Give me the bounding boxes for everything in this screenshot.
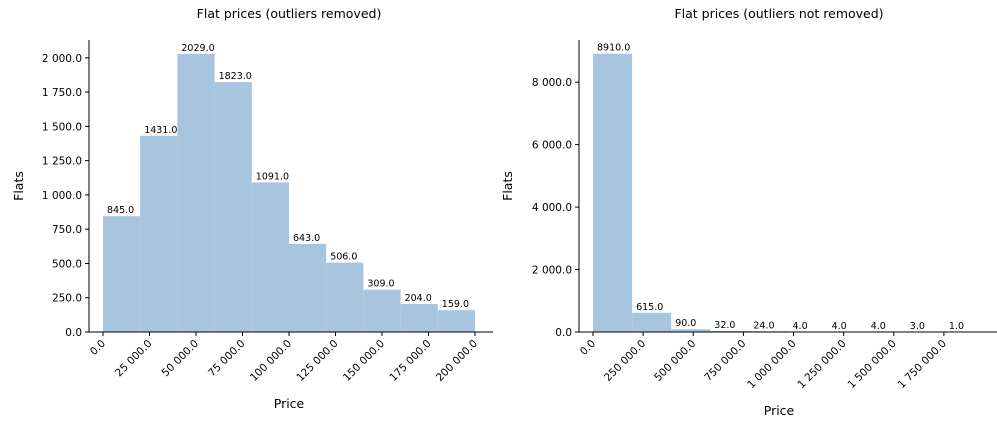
x-tick-label: 25 000.0 <box>113 338 155 380</box>
y-tick-label: 1 250.0 <box>42 156 82 168</box>
left-chart-title: Flat prices (outliers removed) <box>197 6 382 21</box>
bar-value-label: 204.0 <box>405 293 432 304</box>
bar-value-label: 24.0 <box>753 320 774 331</box>
right-chart-title: Flat prices (outliers not removed) <box>674 6 883 21</box>
right-y-ticks: 0.0 2 000.0 4 000.0 6 000.0 8 000.0 <box>532 77 579 339</box>
histogram-bar <box>289 244 326 332</box>
left-y-axis-label: Flats <box>11 171 26 201</box>
histogram-bar <box>326 263 363 332</box>
x-tick-label: 50 000.0 <box>160 338 202 380</box>
bar-value-label: 309.0 <box>367 279 394 290</box>
y-tick-label: 8 000.0 <box>532 77 572 89</box>
y-tick-label: 500.0 <box>52 258 82 270</box>
right-y-axis-label: Flats <box>500 171 515 201</box>
left-histogram-panel: Flat prices (outliers removed) Price Fla… <box>11 6 493 411</box>
bar-value-label: 506.0 <box>330 252 357 263</box>
y-tick-label: 250.0 <box>52 293 82 305</box>
y-tick-label: 4 000.0 <box>532 202 572 214</box>
y-tick-label: 750.0 <box>52 224 82 236</box>
bar-value-label: 1.0 <box>949 321 964 332</box>
x-tick-label: 750 000.0 <box>702 338 748 384</box>
y-tick-label: 1 500.0 <box>42 121 82 133</box>
bar-value-label: 845.0 <box>107 205 134 216</box>
bar-value-label: 643.0 <box>293 233 320 244</box>
histogram-bar <box>140 136 177 332</box>
bar-value-label: 4.0 <box>832 321 847 332</box>
x-tick-label: 175 000.0 <box>387 338 433 384</box>
bar-value-label: 1823.0 <box>219 71 252 82</box>
histogram-bar <box>593 54 632 332</box>
x-tick-label: 125 000.0 <box>294 338 340 384</box>
y-tick-label: 2 000.0 <box>532 265 572 277</box>
histogram-bar <box>363 290 400 332</box>
y-tick-label: 0.0 <box>555 327 572 339</box>
x-tick-label: 500 000.0 <box>652 338 698 384</box>
histogram-bar <box>215 82 252 332</box>
bar-value-label: 90.0 <box>675 318 696 329</box>
bar-value-label: 3.0 <box>910 321 925 332</box>
bar-value-label: 1091.0 <box>256 171 289 182</box>
histogram-bar <box>103 216 140 332</box>
x-tick-label: 1 500 000.0 <box>846 338 899 391</box>
bar-value-label: 8910.0 <box>597 43 630 54</box>
left-bars <box>103 54 475 332</box>
x-tick-label: 0.0 <box>88 338 108 358</box>
y-tick-label: 0.0 <box>65 327 82 339</box>
y-tick-label: 6 000.0 <box>532 140 572 152</box>
right-bar-value-labels: 8910.0 615.0 90.0 32.0 24.0 4.0 4.0 4.0 3.0 1.0 <box>597 43 964 332</box>
x-tick-label: 150 000.0 <box>341 338 387 384</box>
histogram-bar <box>401 304 438 332</box>
x-tick-label: 250 000.0 <box>602 338 648 384</box>
x-tick-label: 100 000.0 <box>248 338 294 384</box>
bar-value-label: 615.0 <box>636 302 663 313</box>
left-y-ticks: 0.0 250.0 500.0 750.0 1 000.0 1 250.0 1 500.0 1… <box>42 53 89 339</box>
histogram-bar <box>632 313 671 332</box>
bar-value-label: 2029.0 <box>181 43 214 54</box>
y-tick-label: 1 000.0 <box>42 190 82 202</box>
right-x-axis-label: Price <box>764 403 795 418</box>
histogram-bar <box>438 310 475 332</box>
bar-value-label: 4.0 <box>793 321 808 332</box>
bar-value-label: 159.0 <box>442 299 469 310</box>
x-tick-label: 1 000 000.0 <box>745 338 798 391</box>
x-tick-label: 1 250 000.0 <box>795 338 848 391</box>
right-bars <box>593 54 984 332</box>
y-tick-label: 2 000.0 <box>42 53 82 65</box>
x-tick-label: 0.0 <box>578 338 598 358</box>
y-tick-label: 1 750.0 <box>42 87 82 99</box>
left-x-axis-label: Price <box>274 396 305 411</box>
histogram-bar <box>252 182 289 332</box>
right-histogram-panel: Flat prices (outliers not removed) Price… <box>500 6 997 418</box>
x-tick-label: 1 750 000.0 <box>896 338 949 391</box>
bar-value-label: 32.0 <box>714 320 735 331</box>
histogram-bar <box>177 54 214 332</box>
bar-value-label: 1431.0 <box>144 125 177 136</box>
x-tick-label: 75 000.0 <box>206 338 248 380</box>
x-tick-label: 200 000.0 <box>434 338 480 384</box>
bar-value-label: 4.0 <box>871 321 886 332</box>
